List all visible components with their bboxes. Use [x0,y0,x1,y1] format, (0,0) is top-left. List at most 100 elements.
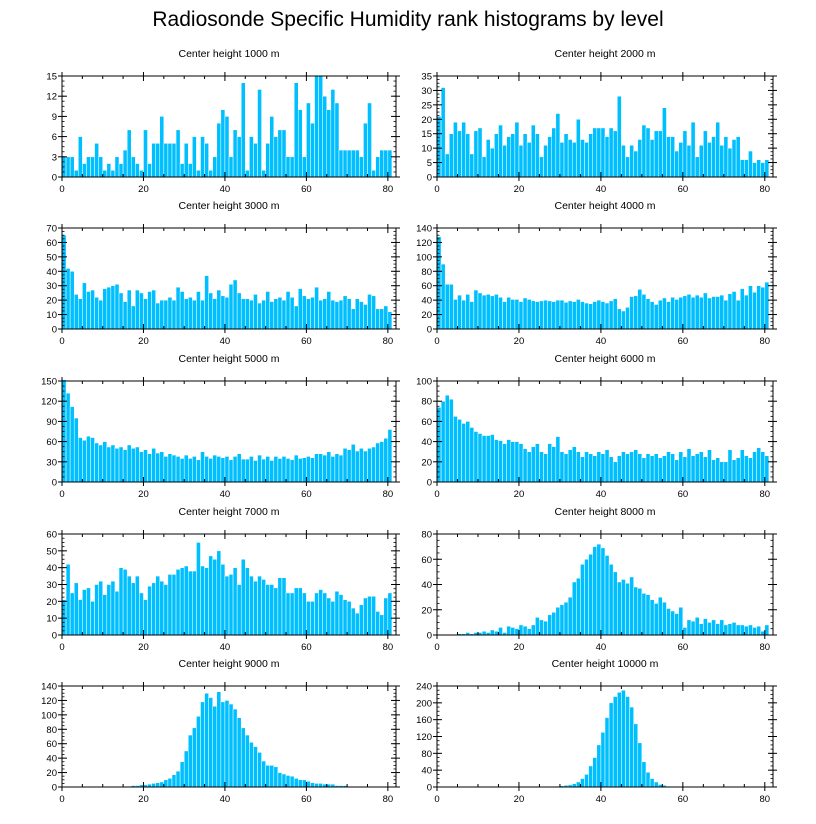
bar [625,582,630,636]
bar [359,301,364,330]
bar [297,779,303,788]
bar [261,760,266,788]
bar [273,456,279,483]
bar [662,455,667,483]
bar [110,580,116,636]
bar [719,145,725,178]
bar [580,456,585,483]
bar [245,734,250,788]
bar [192,456,197,483]
bar [649,139,655,178]
bar [719,619,725,636]
bar [261,458,266,483]
bar [130,156,136,178]
chart-title: Center height 5000 m [179,353,280,365]
bar [731,622,737,636]
x-tick-label: 40 [596,336,607,347]
bar [200,451,205,483]
bar [273,298,279,330]
bar [682,295,688,330]
bar [383,597,389,636]
y-tick-label: 12 [46,92,57,103]
bar [436,236,442,330]
bar [600,453,606,483]
bar [608,127,614,178]
bar [155,143,161,178]
bar [670,610,675,636]
bar [98,299,103,330]
x-tick-label: 0 [59,184,64,195]
bar [139,170,144,178]
y-tick-label: 20 [421,605,432,616]
bar [359,604,364,636]
bar [183,565,189,636]
bar [196,170,201,178]
bar [551,612,557,636]
x-tick-label: 20 [514,336,525,347]
x-tick-label: 20 [138,642,149,653]
bar [539,619,544,636]
bar [682,456,688,483]
bar [302,156,307,178]
bar [65,392,71,483]
bar [719,294,725,330]
bar [580,139,585,178]
bar [135,289,140,330]
bar [641,294,647,330]
bar [387,429,393,483]
bar [126,289,132,330]
bar [739,159,745,178]
bar [567,596,573,636]
bar [114,156,120,178]
bar [571,783,577,788]
bar [135,446,140,483]
bar [444,394,450,483]
bar [147,291,152,330]
bar [322,298,328,330]
bar [175,569,181,636]
y-tick-label: 0 [52,325,57,336]
bar [297,587,303,636]
bar [621,310,626,330]
x-tick-label: 20 [514,794,525,805]
bar [281,129,287,178]
bar [637,139,643,178]
bar [236,136,242,178]
bar [122,149,128,178]
bar [314,783,319,788]
bar [637,289,643,330]
bar [571,301,577,330]
bar [69,156,75,178]
bar [269,584,275,636]
bar [310,457,315,483]
bar [592,301,598,330]
bar [302,295,307,330]
bar [694,156,700,178]
bar [588,303,593,330]
bar [350,308,356,330]
bar [719,461,725,483]
bar [297,458,303,483]
bar [653,781,659,788]
bar [383,437,389,483]
bar [269,116,275,178]
bar [249,575,254,636]
bar [106,584,112,636]
bar [126,575,132,636]
bar [86,435,91,483]
bar [285,156,291,178]
bar [571,142,577,178]
bar [257,302,262,330]
bar [232,129,238,178]
bar [253,143,258,178]
bar [621,145,626,178]
y-tick-label: 60 [46,238,57,249]
bar [192,136,197,178]
bar [346,601,352,636]
bar [98,444,103,483]
bar [465,421,471,483]
bar [318,299,323,330]
x-tick-label: 80 [760,489,771,500]
bar [171,774,177,788]
bar [637,453,643,483]
